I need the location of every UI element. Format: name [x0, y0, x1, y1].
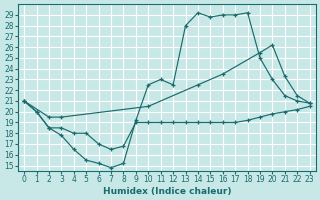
X-axis label: Humidex (Indice chaleur): Humidex (Indice chaleur) [103, 187, 231, 196]
